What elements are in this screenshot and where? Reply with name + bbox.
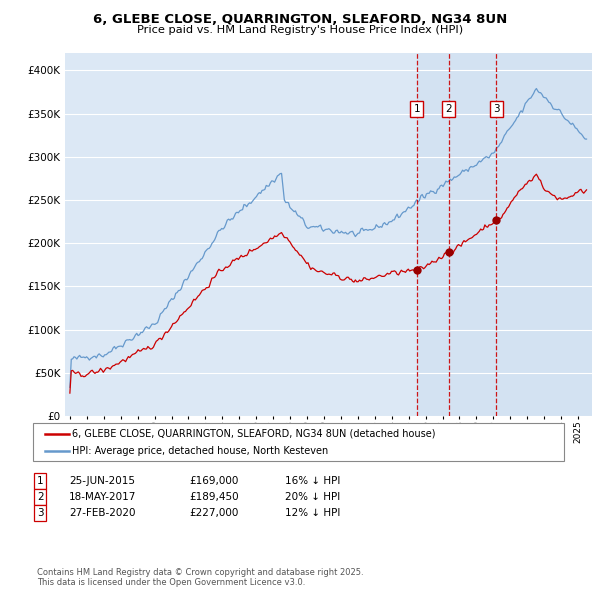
Text: £169,000: £169,000 <box>189 476 238 486</box>
Text: 12% ↓ HPI: 12% ↓ HPI <box>285 508 340 517</box>
Text: 2: 2 <box>37 492 44 502</box>
Text: £227,000: £227,000 <box>189 508 238 517</box>
Text: £189,450: £189,450 <box>189 492 239 502</box>
Text: Contains HM Land Registry data © Crown copyright and database right 2025.
This d: Contains HM Land Registry data © Crown c… <box>37 568 364 587</box>
Text: 18-MAY-2017: 18-MAY-2017 <box>69 492 136 502</box>
Text: 6, GLEBE CLOSE, QUARRINGTON, SLEAFORD, NG34 8UN: 6, GLEBE CLOSE, QUARRINGTON, SLEAFORD, N… <box>93 13 507 26</box>
Text: 20% ↓ HPI: 20% ↓ HPI <box>285 492 340 502</box>
Text: 2: 2 <box>445 104 452 114</box>
Text: HPI: Average price, detached house, North Kesteven: HPI: Average price, detached house, Nort… <box>72 445 328 455</box>
Text: 25-JUN-2015: 25-JUN-2015 <box>69 476 135 486</box>
Text: 6, GLEBE CLOSE, QUARRINGTON, SLEAFORD, NG34 8UN (detached house): 6, GLEBE CLOSE, QUARRINGTON, SLEAFORD, N… <box>72 429 436 439</box>
Text: 1: 1 <box>413 104 420 114</box>
Text: 27-FEB-2020: 27-FEB-2020 <box>69 508 136 517</box>
Text: 3: 3 <box>493 104 499 114</box>
Text: 3: 3 <box>37 508 44 517</box>
Bar <box>417 53 592 416</box>
Text: 16% ↓ HPI: 16% ↓ HPI <box>285 476 340 486</box>
Text: 1: 1 <box>37 476 44 486</box>
Text: Price paid vs. HM Land Registry's House Price Index (HPI): Price paid vs. HM Land Registry's House … <box>137 25 463 35</box>
